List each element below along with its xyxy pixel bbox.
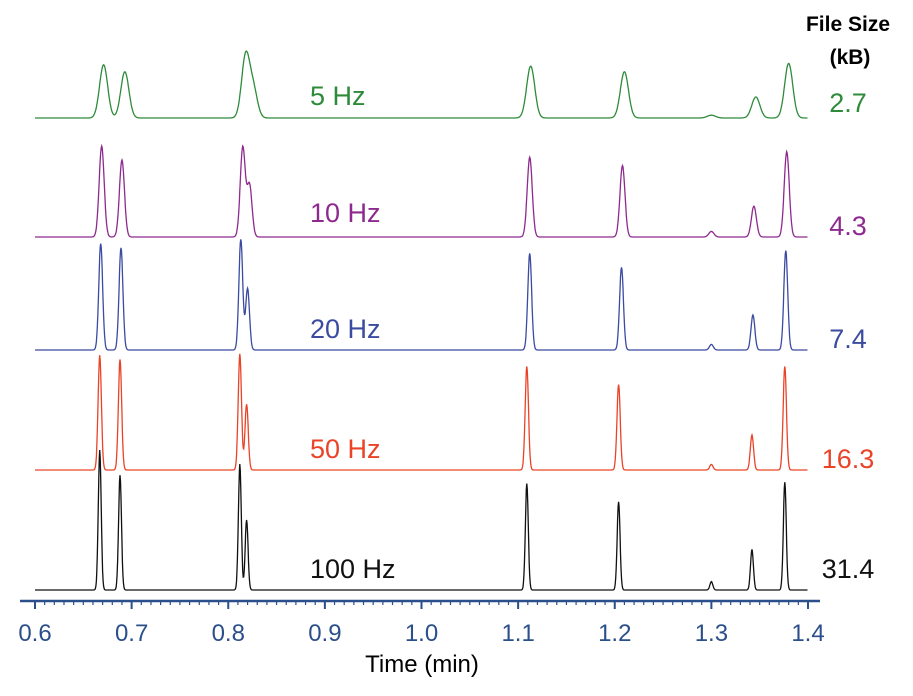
series-label: 20 Hz [310,314,381,344]
x-tick-label: 0.8 [212,620,245,647]
x-tick-label: 0.9 [308,620,341,647]
file-size-value: 31.4 [822,554,875,584]
trace-100hz [35,449,808,591]
x-tick-label: 1.3 [695,620,728,647]
trace-20hz [35,239,808,351]
x-tick-label: 1.4 [791,620,824,647]
series-label: 100 Hz [310,554,396,584]
series-label: 50 Hz [310,434,381,464]
series-label: 5 Hz [310,81,366,111]
trace-5hz [35,50,808,119]
file-size-header-line2: (kB) [830,46,871,69]
trace-50hz [35,353,808,471]
x-axis-label: Time (min) [365,651,479,678]
file-size-value: 2.7 [829,88,867,118]
file-size-value: 16.3 [822,444,875,474]
file-size-value: 4.3 [829,211,867,241]
x-tick-label: 0.6 [18,620,51,647]
trace-10hz [35,143,808,238]
x-tick-label: 1.2 [598,620,631,647]
x-tick-label: 1.0 [405,620,438,647]
series-label: 10 Hz [310,198,381,228]
file-size-header-line1: File Size [806,13,890,36]
x-tick-label: 1.1 [501,620,534,647]
file-size-value: 7.4 [829,324,867,354]
x-tick-label: 0.7 [115,620,148,647]
